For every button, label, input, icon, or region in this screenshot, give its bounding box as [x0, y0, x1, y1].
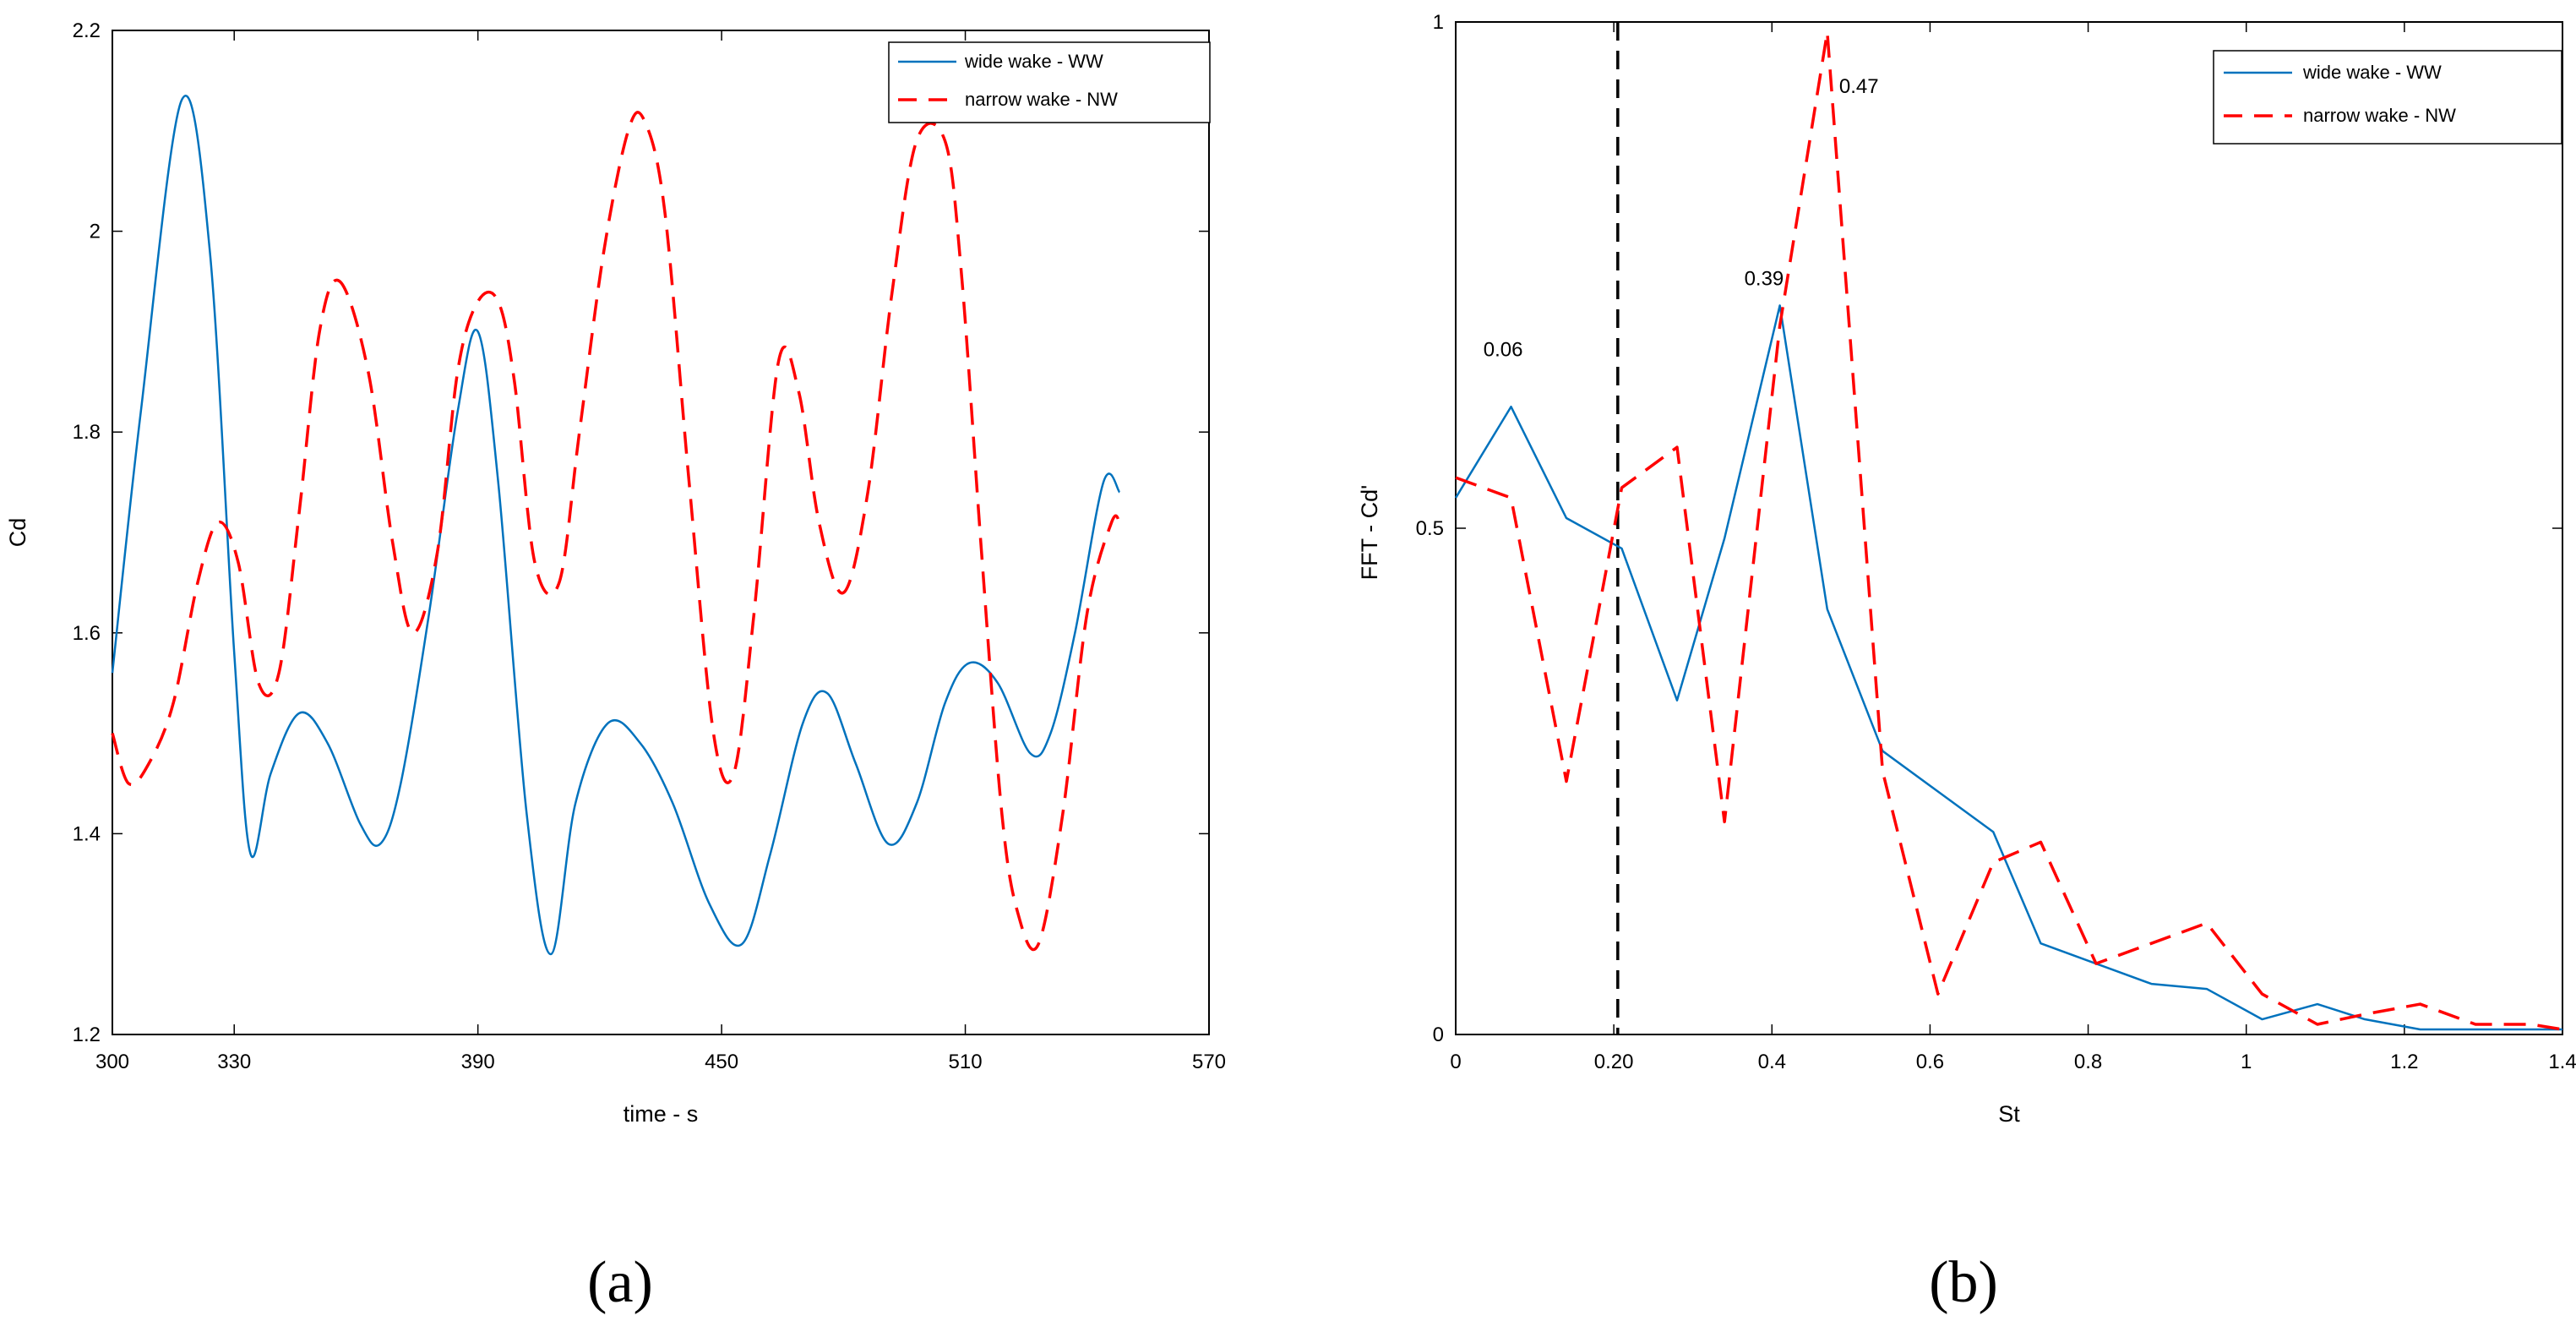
- panel-b-legend-label-nw: narrow wake - NW: [2303, 105, 2456, 126]
- panel-a-y-tick-label: 1.6: [73, 622, 101, 645]
- panel-a-y-tick-label: 2.2: [73, 19, 101, 42]
- panel-b-x-tick-label: 1: [2241, 1051, 2252, 1073]
- panel-b-label: (b): [1929, 1250, 1998, 1315]
- panel-a-x-tick-label: 390: [461, 1051, 495, 1073]
- panel-a-x-tick-label: 570: [1192, 1051, 1226, 1073]
- panel-b-annotations: 0.06 0.39 0.47: [1484, 75, 1879, 361]
- panel-b-x-tick-label: 1.4: [2548, 1051, 2576, 1073]
- panel-b-x-tick-label: 0.20: [1594, 1051, 1634, 1073]
- panel-b-x-axis-label: St: [1998, 1101, 2020, 1127]
- panel-b-x-tick-label: 0: [1450, 1051, 1461, 1073]
- panel-a-x-tick-label: 510: [949, 1051, 983, 1073]
- panel-a-legend-label-nw: narrow wake - NW: [965, 89, 1118, 110]
- panel-b-y-axis-label: FFT - Cd': [1357, 485, 1382, 581]
- panel-a-label: (a): [587, 1250, 653, 1315]
- panel-a-x-tick-label: 300: [95, 1051, 129, 1073]
- panel-b-peak-annotation: 0.39: [1745, 267, 1784, 290]
- panel-a-y-tick-label: 2: [90, 221, 101, 243]
- panel-a-y-axis-label: Cd: [5, 518, 30, 548]
- panel-b-y-tick-label: 0: [1433, 1024, 1444, 1046]
- panel-a-x-tick-label: 450: [705, 1051, 738, 1073]
- panel-b-peak-annotation: 0.06: [1484, 338, 1523, 361]
- panel-a-ticks: 300 330 390 450 510 570 1.2 1.4 1.6 1.8 2 2.2: [73, 19, 1226, 1073]
- panel-a-legend-label-ww: wide wake - WW: [964, 51, 1103, 72]
- panel-a-y-tick-label: 1.4: [73, 822, 101, 845]
- panel-a-series-line-narrow-wake: [111, 111, 1121, 952]
- panel-b-series: [1454, 30, 2563, 1031]
- panel-b-legend-box: [2213, 50, 2562, 145]
- panel-b-x-tick-label: 0.8: [2074, 1051, 2102, 1073]
- panel-b-legend-label-ww: wide wake - WW: [2302, 62, 2442, 83]
- panel-a-x-tick-label: 330: [217, 1051, 251, 1073]
- panel-a-series: [111, 95, 1121, 956]
- panel-a-series-line-wide-wake: [111, 95, 1121, 956]
- panel-b-y-tick-label: 1: [1433, 11, 1444, 34]
- panel-b-series-line-wide-wake: [1454, 304, 2562, 1031]
- panel-a-chart: 300 330 390 450 510 570 1.2 1.4 1.6 1.8 2 2.2 time …: [5, 19, 1226, 1315]
- panel-b-peak-annotation: 0.47: [1839, 75, 1879, 98]
- panel-b-series-line-narrow-wake: [1455, 30, 2563, 1031]
- panel-a-y-tick-label: 1.2: [73, 1024, 101, 1046]
- panel-b-ticks: 0 0.20 0.4 0.6 0.8 1 1.2 1.4 0 0.5 1: [1416, 11, 2576, 1073]
- panel-a-plot-area: [112, 30, 1210, 1035]
- panel-b-y-tick-label: 0.5: [1416, 517, 1444, 540]
- panel-b-x-tick-label: 0.4: [1758, 1051, 1786, 1073]
- panel-a-y-tick-label: 1.8: [73, 421, 101, 444]
- panel-a-x-axis-label: time - s: [624, 1101, 699, 1127]
- panel-a-legend-box: [888, 41, 1211, 123]
- panel-a-legend: wide wake - WW narrow wake - NW: [888, 41, 1211, 123]
- panel-b-legend: wide wake - WW narrow wake - NW: [2213, 50, 2562, 145]
- panel-b-plot-area: [1455, 21, 2563, 1035]
- panel-b-x-tick-label: 0.6: [1916, 1051, 1944, 1073]
- panel-b-chart: 0 0.20 0.4 0.6 0.8 1 1.2 1.400.51 0.060.390.47 …: [1357, 11, 2576, 1315]
- panel-b-x-tick-label: 1.2: [2390, 1051, 2418, 1073]
